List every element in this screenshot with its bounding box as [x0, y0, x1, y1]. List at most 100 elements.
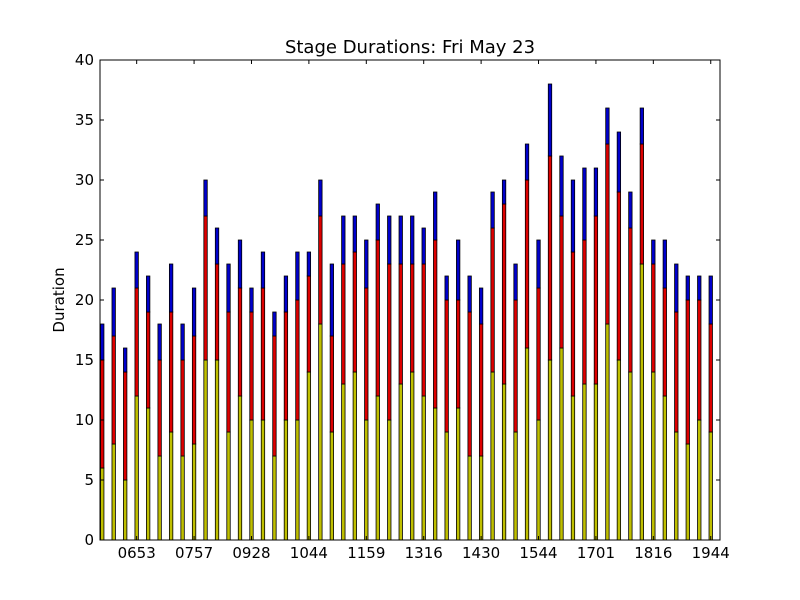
- bar-segment-1-23: [364, 287, 369, 421]
- bar-segment-1-40: [559, 215, 564, 349]
- bar-segment-1-43: [593, 215, 599, 385]
- bar-segment-1-48: [651, 263, 656, 373]
- bar-segment-2-16: [283, 275, 289, 313]
- bar-segment-2-20: [329, 263, 334, 337]
- bar-segment-2-47: [639, 107, 644, 145]
- y-tick-label: 0: [84, 531, 94, 549]
- bar-segment-1-1: [111, 335, 116, 445]
- bar-segment-0-29: [433, 407, 438, 541]
- bar-segment-2-31: [456, 239, 461, 301]
- bar-segment-1-47: [639, 143, 644, 265]
- bar-segment-1-35: [501, 203, 507, 385]
- bar-segment-2-27: [410, 215, 415, 265]
- bar-segment-0-32: [467, 455, 472, 541]
- bar-segment-1-50: [674, 311, 679, 433]
- y-tick-label: 30: [75, 171, 94, 189]
- bar-segment-2-38: [536, 239, 541, 289]
- bar-segment-1-52: [697, 299, 702, 421]
- bar-segment-2-6: [168, 263, 174, 313]
- bar-segment-0-23: [364, 419, 369, 541]
- y-tick-label: 35: [75, 111, 94, 129]
- bar-segment-0-44: [605, 323, 610, 541]
- plot-frame: [99, 59, 721, 541]
- bar-segment-2-46: [628, 191, 633, 229]
- x-tick-label: 1159: [347, 544, 385, 562]
- bar-segment-2-2: [123, 347, 128, 373]
- bar-segment-1-27: [410, 263, 415, 373]
- bar-segment-2-43: [593, 167, 599, 217]
- bar-segment-0-49: [662, 395, 667, 541]
- bar-segment-0-36: [513, 431, 518, 541]
- y-tick-label: 40: [75, 51, 94, 69]
- bar-segment-2-4: [146, 275, 151, 313]
- bar-segment-1-33: [478, 323, 484, 457]
- bar-segment-0-31: [456, 407, 461, 541]
- bar-segment-2-22: [352, 215, 357, 253]
- bar-segment-1-8: [191, 335, 197, 445]
- bar-segment-2-53: [708, 275, 713, 325]
- x-ticks-group: 0653 0757 0928 1044 1159 1316 1430 1544 1701 1816…: [118, 60, 730, 562]
- bar-segment-1-10: [214, 263, 220, 361]
- bar-segment-0-41: [570, 395, 576, 541]
- bar-segment-0-19: [318, 323, 323, 541]
- bar-segment-1-42: [582, 239, 587, 385]
- bar-segment-0-50: [674, 431, 679, 541]
- bar-segment-2-30: [444, 275, 449, 301]
- bar-segment-1-15: [272, 335, 277, 457]
- bar-segment-0-33: [478, 455, 484, 541]
- bar-segment-0-46: [628, 371, 633, 541]
- bar-segment-0-52: [697, 419, 702, 541]
- bar-segment-0-21: [341, 383, 346, 541]
- bar-segment-1-14: [260, 287, 266, 421]
- bar-segment-1-53: [708, 323, 713, 433]
- bar-segment-1-19: [318, 215, 323, 325]
- bar-segment-2-9: [203, 179, 208, 217]
- bar-segment-2-45: [616, 131, 622, 193]
- bar-segment-0-45: [616, 359, 622, 541]
- bar-segment-0-4: [146, 407, 151, 541]
- y-ticks-group: 0 5 10 15 20 25 30 35 40: [75, 51, 720, 549]
- bar-segment-0-26: [398, 383, 403, 541]
- x-tick-label: 1430: [462, 544, 500, 562]
- bar-segment-1-46: [628, 227, 633, 373]
- bar-segment-0-30: [444, 431, 449, 541]
- bar-segment-2-18: [306, 251, 312, 277]
- bar-segment-2-26: [398, 215, 403, 265]
- bar-segment-1-2: [123, 371, 128, 481]
- bar-segment-2-3: [134, 251, 139, 289]
- bar-segment-2-10: [214, 227, 220, 265]
- x-tick-label: 1316: [405, 544, 443, 562]
- bar-segment-1-39: [547, 155, 553, 361]
- bar-segment-1-17: [295, 299, 300, 421]
- y-axis-label: Duration: [50, 267, 68, 332]
- bar-segment-2-23: [364, 239, 369, 289]
- bar-segment-0-38: [536, 419, 541, 541]
- bar-segment-2-29: [433, 191, 438, 241]
- bar-segment-1-34: [490, 227, 495, 373]
- bar-segment-2-13: [249, 287, 254, 313]
- bar-segment-1-21: [341, 263, 346, 385]
- bar-segment-0-24: [375, 395, 380, 541]
- bar-segment-2-51: [685, 275, 690, 301]
- bar-segment-0-3: [134, 395, 139, 541]
- bar-segment-1-38: [536, 287, 541, 421]
- bar-segment-0-25: [387, 419, 392, 541]
- x-tick-label: 1701: [577, 544, 615, 562]
- bar-segment-1-44: [605, 143, 610, 325]
- bar-segment-2-7: [180, 323, 185, 361]
- x-tick-label: 1816: [634, 544, 672, 562]
- bar-segment-1-24: [375, 239, 380, 397]
- bar-segment-2-14: [260, 251, 266, 289]
- bar-segment-2-28: [421, 227, 426, 265]
- bars-group: [100, 83, 713, 541]
- bar-segment-2-19: [318, 179, 323, 217]
- x-tick-label: 1944: [692, 544, 730, 562]
- x-tick-label: 0928: [232, 544, 270, 562]
- bar-segment-1-51: [685, 299, 690, 445]
- bar-segment-0-43: [593, 383, 599, 541]
- bar-segment-2-44: [605, 107, 610, 145]
- bar-segment-0-1: [111, 443, 116, 541]
- bar-segment-0-18: [306, 371, 312, 541]
- x-tick-label: 1044: [290, 544, 328, 562]
